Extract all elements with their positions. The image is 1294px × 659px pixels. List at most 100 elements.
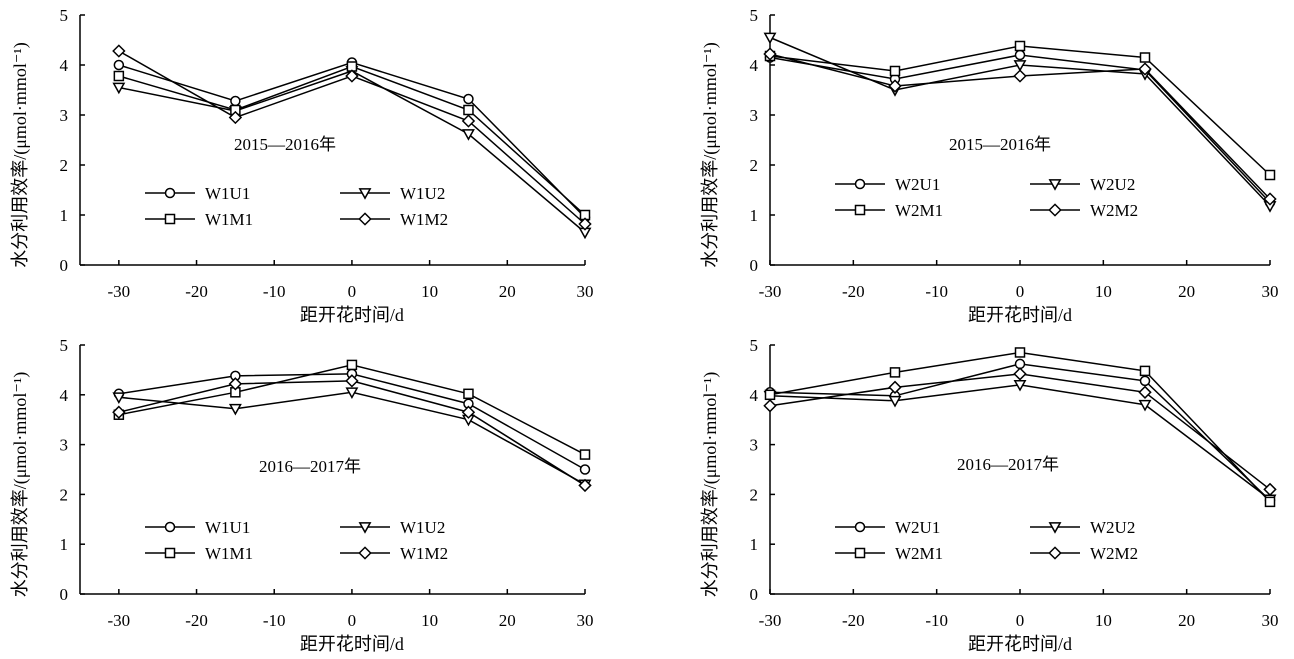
x-tick-label: 20 xyxy=(1178,611,1195,630)
x-tick-label: -10 xyxy=(925,282,948,301)
data-point-W1M2 xyxy=(461,114,476,128)
x-tick-label: -20 xyxy=(185,611,208,630)
legend: W1U1 W1U2 W1M1 W1M2 xyxy=(145,184,448,229)
data-point-W2M1 xyxy=(1139,52,1151,63)
data-point-W2M2 xyxy=(1263,482,1277,497)
legend-marker-W1U2 xyxy=(358,188,372,200)
data-point-W1M2 xyxy=(228,377,243,391)
y-tick-label: 1 xyxy=(750,535,759,554)
x-axis-title: 距开花时间/d xyxy=(300,634,404,654)
legend-marker-W2U1 xyxy=(854,178,866,190)
legend-label-W1M2: W1M2 xyxy=(400,210,448,229)
data-point-W1M2 xyxy=(345,374,359,388)
data-point-W1U2 xyxy=(112,82,126,95)
legend-label-W1M2: W1M2 xyxy=(400,544,448,563)
x-tick-label: 0 xyxy=(348,282,357,301)
data-point-W2M1 xyxy=(1014,347,1026,358)
data-point-W2M2 xyxy=(1013,367,1027,381)
data-point-W1M2 xyxy=(112,405,126,419)
y-tick-label: 2 xyxy=(60,485,69,504)
data-point-W1U1 xyxy=(579,464,591,475)
legend-label-W1U1: W1U1 xyxy=(205,184,250,203)
data-point-W2U2 xyxy=(1013,60,1027,72)
y-tick-label: 0 xyxy=(750,585,759,604)
legend-label-W2U2: W2U2 xyxy=(1090,518,1135,537)
y-tick-label: 3 xyxy=(60,106,69,125)
data-point-W1U1 xyxy=(113,59,125,71)
data-point-W2M2 xyxy=(1013,69,1027,83)
y-tick-label: 3 xyxy=(60,436,69,455)
panel-title: 2015—2016年 xyxy=(234,135,336,154)
x-tick-label: 10 xyxy=(421,282,438,301)
data-point-W1U1 xyxy=(230,95,241,107)
data-point-W2M2 xyxy=(763,47,777,61)
legend-marker-W2M1 xyxy=(854,547,866,559)
y-tick-label: 3 xyxy=(750,106,759,125)
data-point-W1M1 xyxy=(346,359,358,371)
data-point-W1M2 xyxy=(345,69,359,83)
data-point-W2M2 xyxy=(1263,192,1277,206)
data-point-W1M2 xyxy=(461,405,476,419)
x-tick-label: -20 xyxy=(842,282,865,301)
x-tick-label: -30 xyxy=(759,282,782,301)
legend: W1U1 W1U2 W1M1 W1M2 xyxy=(145,518,448,563)
data-point-W1M2 xyxy=(112,44,126,58)
y-tick-label: 0 xyxy=(750,256,759,275)
y-tick-label: 5 xyxy=(60,6,69,25)
x-tick-label: 0 xyxy=(1016,611,1025,630)
y-tick-label: 2 xyxy=(60,156,69,175)
x-tick-label: 20 xyxy=(499,282,516,301)
legend-marker-W2U2 xyxy=(1048,179,1062,191)
legend-label-W1U1: W1U1 xyxy=(205,518,250,537)
data-point-W1M1 xyxy=(579,449,591,460)
legend-marker-W2M2 xyxy=(1048,203,1062,217)
data-point-W2M1 xyxy=(1264,169,1276,181)
x-tick-label: -20 xyxy=(185,282,208,301)
y-tick-label: 5 xyxy=(60,336,69,355)
x-tick-label: 10 xyxy=(1095,282,1112,301)
x-tick-label: 30 xyxy=(577,611,594,630)
y-tick-label: 4 xyxy=(60,386,69,405)
data-point-W2U1 xyxy=(1014,49,1026,61)
data-point-W2U2 xyxy=(1013,379,1027,392)
data-point-W2M1 xyxy=(1014,40,1026,52)
chart-panel-3: 0 1 2 3 4 5 -30 -20 -10 0 10 20 30 距开花时间/d 水分利用效率/(μmo… xyxy=(10,336,594,654)
data-point-W2U1 xyxy=(1014,358,1026,370)
y-axis-title: 水分利用效率/(μmol·mmol⁻¹) xyxy=(10,42,31,268)
data-point-W2M2 xyxy=(1138,385,1152,399)
legend: W2U1 W2U2 W2M1 W2M2 xyxy=(835,175,1138,220)
data-point-W2U1 xyxy=(1139,375,1151,387)
legend-marker-W1M1 xyxy=(164,547,176,559)
data-point-W2M2 xyxy=(1138,62,1152,76)
x-tick-label: 20 xyxy=(499,611,516,630)
y-tick-label: 2 xyxy=(750,156,759,175)
legend-marker-W1M1 xyxy=(164,213,176,225)
data-point-W1M1 xyxy=(463,388,474,400)
x-tick-label: 30 xyxy=(1262,282,1279,301)
legend-marker-W1M2 xyxy=(358,212,372,226)
y-tick-label: 2 xyxy=(750,485,759,504)
data-point-W1U2 xyxy=(345,387,359,400)
x-tick-label: 0 xyxy=(348,611,357,630)
legend-marker-W2M2 xyxy=(1048,546,1062,560)
legend-label-W2M2: W2M2 xyxy=(1090,201,1138,220)
data-point-W1U2 xyxy=(112,392,126,405)
x-axis-title: 距开花时间/d xyxy=(968,634,1072,654)
data-point-W1U2 xyxy=(462,129,475,141)
x-tick-label: 30 xyxy=(1262,611,1279,630)
legend-label-W2U1: W2U1 xyxy=(895,175,940,194)
data-point-W2M1 xyxy=(1264,496,1276,508)
x-tick-label: -30 xyxy=(108,611,131,630)
x-tick-label: 20 xyxy=(1178,282,1195,301)
series-line-W1U1 xyxy=(118,61,586,219)
data-point-W1M1 xyxy=(463,104,474,116)
panel-title: 2015—2016年 xyxy=(949,135,1051,154)
y-tick-label: 4 xyxy=(750,386,759,405)
x-tick-label: 10 xyxy=(421,611,438,630)
y-axis-title: 水分利用效率/(μmol·mmol⁻¹) xyxy=(700,42,721,268)
legend-marker-W1U1 xyxy=(164,521,176,533)
y-tick-label: 0 xyxy=(60,585,69,604)
data-point-W1U2 xyxy=(228,403,242,416)
panel-title: 2016—2017年 xyxy=(259,457,361,476)
y-tick-label: 1 xyxy=(750,206,759,225)
